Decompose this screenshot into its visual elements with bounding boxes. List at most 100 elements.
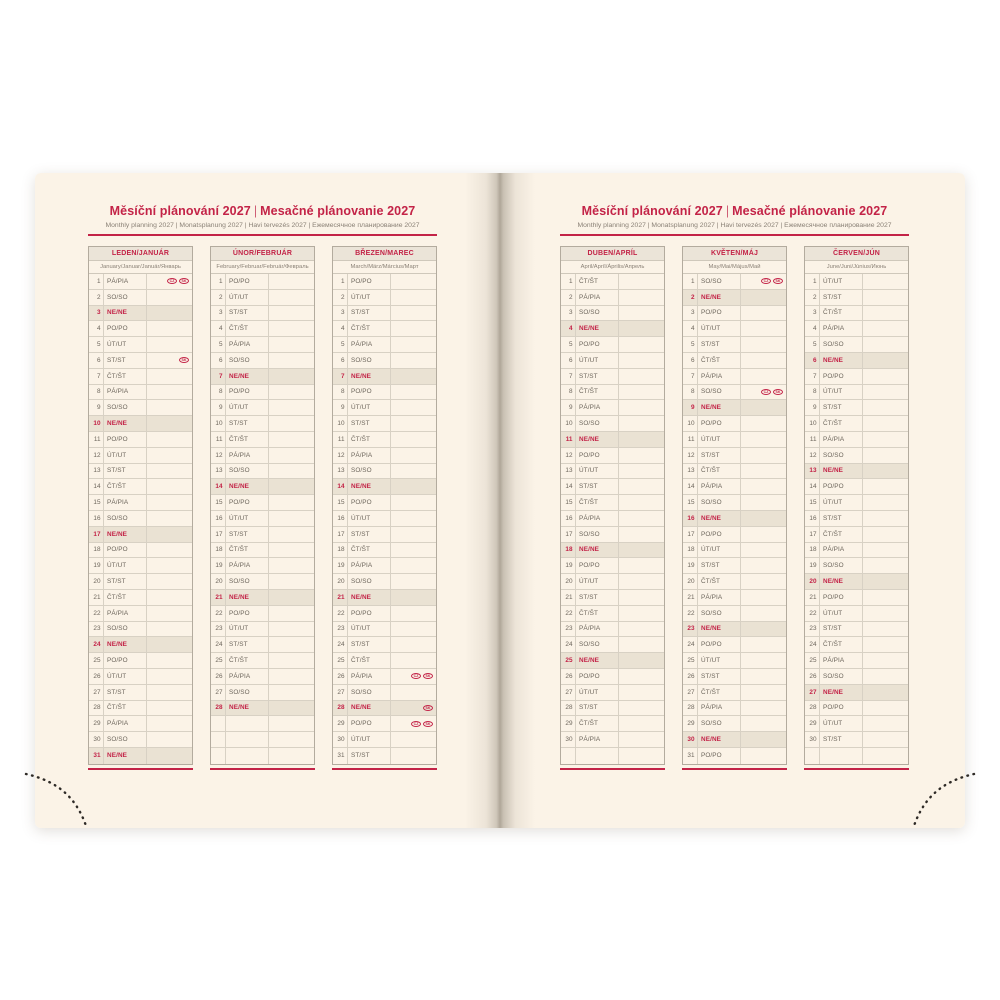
weekday-label: PÁ/PIA: [226, 337, 269, 352]
day-number: 7: [89, 368, 104, 384]
day-number: 10: [683, 416, 698, 431]
weekday-label: ST/ST: [226, 416, 269, 431]
day-row: 10 ST/ST: [211, 416, 314, 432]
notes-cell: [741, 495, 786, 510]
day-number: 15: [333, 495, 348, 510]
day-row: 29 ÚT/UT: [805, 716, 908, 733]
month-block: ÚNOR/FEBRUÁR February/Februar/Február/Фев…: [210, 246, 315, 770]
month-languages: February/Februar/Február/Февраль: [211, 261, 314, 274]
title-separator: |: [253, 204, 258, 218]
day-number: 18: [89, 542, 104, 558]
day-row: 8 PO/PO: [333, 384, 436, 401]
weekday-label: PÁ/PIA: [698, 589, 741, 605]
day-number: 27: [805, 684, 820, 700]
weekday-label: ÚT/UT: [226, 400, 269, 416]
notes-cell: [741, 622, 786, 637]
weekday-label: ÚT/UT: [104, 337, 147, 352]
day-row: 23 SO/SO: [89, 621, 192, 638]
day-row: 31 PO/PO: [683, 747, 786, 764]
notes-cell: [741, 432, 786, 447]
day-row: 19 ST/ST: [683, 558, 786, 575]
day-row: 21 ČT/ŠT: [89, 589, 192, 606]
month-name: DUBEN/APRÍL: [561, 247, 664, 261]
day-number: 26: [805, 668, 820, 684]
day-row: 8 ÚT/UT: [805, 384, 908, 401]
day-row: 10 ČT/ŠT: [805, 416, 908, 432]
day-number: 14: [211, 479, 226, 495]
day-number: 28: [561, 700, 576, 716]
notes-cell: [391, 685, 436, 700]
weekday-label: ST/ST: [226, 637, 269, 653]
weekday-label: PO/PO: [104, 431, 147, 447]
day-row: 23 PÁ/PIA: [561, 621, 664, 638]
notes-cell: [619, 685, 664, 700]
notes-cell: [269, 590, 314, 605]
sunday-row: 7 NE/NE: [211, 368, 314, 385]
weekday-label: ST/ST: [576, 589, 619, 605]
notes-cell: [863, 685, 908, 700]
day-number: 8: [211, 384, 226, 400]
weekday-label: ÚT/UT: [226, 289, 269, 305]
day-number: 22: [211, 605, 226, 621]
notes-cell: [391, 416, 436, 431]
weekday-label: PÁ/PIA: [104, 274, 147, 289]
page-left-content: Měsíční plánování 2027 | Mesačné plánovani…: [35, 173, 500, 828]
weekday-label: ČT/ŠT: [698, 684, 741, 700]
notes-cell: [269, 353, 314, 368]
weekday-label: NE/NE: [820, 352, 863, 368]
day-number: 21: [333, 589, 348, 605]
notes-cell: [619, 274, 664, 289]
day-row: 20 SO/SO: [211, 574, 314, 590]
page-title-slovak: Mesačné plánovanie 2027: [732, 204, 888, 218]
weekday-label: PO/PO: [820, 368, 863, 384]
notes-cell: [619, 369, 664, 384]
day-row: 8 SO/SO CZ SK: [683, 384, 786, 401]
planner-spread: Měsíční plánování 2027 | Mesačné plánovani…: [24, 173, 976, 831]
day-row: 29 PO/PO CZ SK: [333, 716, 436, 733]
holiday-badge-sk: SK: [773, 388, 783, 395]
day-number: 11: [805, 431, 820, 447]
weekday-label: NE/NE: [104, 305, 147, 321]
weekday-label: PÁ/PIA: [104, 716, 147, 732]
notes-cell: [391, 574, 436, 589]
day-row: 14 ST/ST: [561, 479, 664, 496]
day-number: 9: [89, 400, 104, 416]
day-number: 19: [683, 558, 698, 574]
weekday-label: ÚT/UT: [698, 542, 741, 558]
day-row: 26 ST/ST: [683, 668, 786, 685]
month-block: LEDEN/JANUÁR January/Januar/Január/Январь…: [88, 246, 193, 770]
day-row: 2 SO/SO: [89, 289, 192, 306]
day-row: 15 ÚT/UT: [805, 495, 908, 511]
notes-cell: [863, 558, 908, 573]
weekday-label: NE/NE: [226, 479, 269, 495]
notes-cell: [147, 653, 192, 668]
holiday-badge-sk: SK: [773, 278, 783, 285]
day-number: 29: [805, 716, 820, 732]
day-number: 31: [333, 747, 348, 764]
notes-cell: [741, 606, 786, 621]
notes-cell: [147, 337, 192, 352]
weekday-label: ČT/ŠT: [226, 431, 269, 447]
notes-cell: [147, 574, 192, 589]
notes-cell: [863, 416, 908, 431]
weekday-label: ST/ST: [698, 668, 741, 684]
notes-cell: [863, 669, 908, 684]
day-row: 30 PÁ/PIA: [561, 732, 664, 748]
notes-cell: [269, 716, 314, 731]
sunday-row: 24 NE/NE: [89, 637, 192, 654]
weekday-label: PO/PO: [226, 274, 269, 289]
weekday-label: [576, 747, 619, 764]
weekday-label: ÚT/UT: [226, 621, 269, 637]
day-number: 19: [805, 558, 820, 574]
sunday-row: 20 NE/NE: [805, 574, 908, 590]
weekday-label: ST/ST: [348, 416, 391, 431]
weekday-label: PÁ/PIA: [576, 400, 619, 416]
notes-cell: [269, 543, 314, 558]
day-number: 18: [333, 542, 348, 558]
sunday-row: 23 NE/NE: [683, 621, 786, 638]
month-block: KVĚTEN/MÁJ May/Mai/Május/Май 1 SO/SO CZ SK 2 NE…: [682, 246, 787, 770]
notes-cell: [269, 495, 314, 510]
month-bottom-rule: [88, 767, 193, 770]
day-number: 2: [89, 289, 104, 305]
day-number: 10: [211, 416, 226, 431]
